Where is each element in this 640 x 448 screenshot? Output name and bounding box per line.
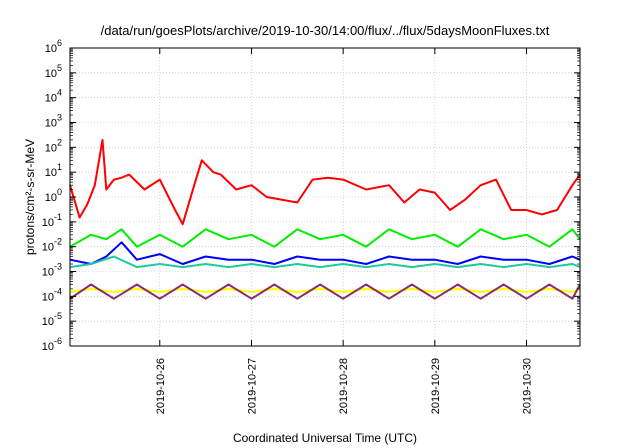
y-ticks: 10-6 10-5 10-4 10-3 10-2 10-1 100 101 102 103 104 1… — [42, 38, 580, 353]
x-tick-label: 2019-10-30 — [522, 358, 534, 414]
series-line-6 — [69, 283, 581, 300]
y-tick-label: 10-1 — [42, 212, 62, 229]
series-line-2 — [69, 228, 581, 248]
x-tick-label: 2019-10-27 — [246, 358, 258, 414]
x-tick-label: 2019-10-26 — [155, 358, 167, 414]
series-line-4 — [69, 255, 581, 269]
y-tick-label: 101 — [45, 162, 62, 179]
x-ticks: 2019-10-26 2019-10-27 2019-10-28 2019-10-29… — [155, 48, 534, 414]
series-group — [69, 138, 581, 300]
y-tick-label: 104 — [45, 88, 62, 105]
y-tick-label: 106 — [45, 38, 62, 55]
chart-title: /data/run/goesPlots/archive/2019-10-30/1… — [101, 23, 550, 38]
y-tick-label: 10-2 — [42, 237, 62, 254]
y-tick-label: 102 — [45, 137, 62, 154]
y-tick-label: 10-6 — [42, 336, 62, 353]
y-tick-label: 10-5 — [42, 311, 62, 328]
x-axis-label: Coordinated Universal Time (UTC) — [233, 431, 417, 445]
y-tick-label: 105 — [45, 63, 62, 80]
x-tick-label: 2019-10-28 — [338, 358, 350, 414]
series-line-3 — [69, 241, 581, 265]
y-tick-label: 10-4 — [42, 286, 62, 303]
y-tick-label: 103 — [45, 113, 62, 130]
y-tick-label: 10-3 — [42, 262, 62, 279]
y-tick-label: 100 — [45, 187, 62, 204]
x-tick-label: 2019-10-29 — [430, 358, 442, 414]
y-axis-label: protons/cm²-s-sr-MeV — [23, 139, 37, 255]
grid — [70, 48, 580, 346]
series-line-1 — [69, 138, 581, 226]
